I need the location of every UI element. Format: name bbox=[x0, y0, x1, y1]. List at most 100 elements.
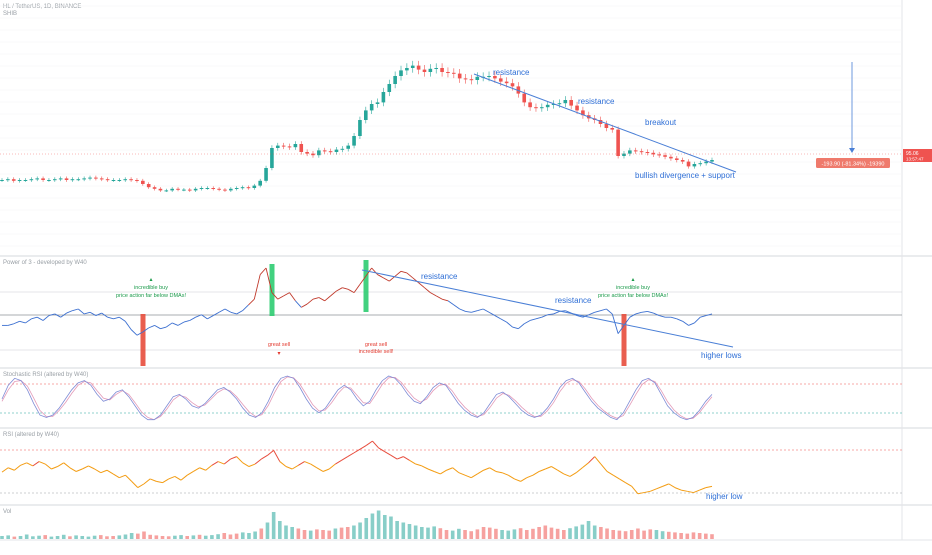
rsi-line-segment bbox=[248, 463, 256, 467]
volume-bar bbox=[710, 534, 714, 539]
volume-bar bbox=[395, 521, 399, 539]
candle bbox=[199, 188, 204, 189]
candle bbox=[440, 68, 444, 72]
pos-line-segment bbox=[494, 315, 501, 320]
volume-bar bbox=[315, 529, 319, 539]
candle bbox=[275, 145, 280, 148]
pos-line-segment bbox=[383, 277, 390, 282]
rsi-line-segment bbox=[261, 454, 268, 460]
candle bbox=[405, 68, 409, 71]
pos-line-segment bbox=[465, 311, 472, 313]
pos-line-segment bbox=[459, 308, 466, 312]
pos-line-segment bbox=[25, 318, 32, 324]
stoch-k-line bbox=[1, 375, 713, 421]
volume-bar bbox=[55, 536, 60, 539]
anno-bullish: bullish divergence + support bbox=[635, 171, 736, 180]
pos-line-segment bbox=[31, 316, 38, 320]
rsi-line-segment bbox=[94, 468, 102, 474]
volume-bar bbox=[265, 522, 270, 539]
volume-bar bbox=[364, 518, 369, 539]
pos-line-segment bbox=[101, 312, 108, 318]
volume-bar bbox=[494, 528, 498, 539]
candle bbox=[152, 187, 157, 189]
volume-bar bbox=[463, 530, 467, 539]
stoch-levels bbox=[0, 383, 902, 414]
rsi-line-segment bbox=[291, 464, 299, 470]
candle bbox=[229, 188, 233, 191]
candle bbox=[334, 149, 339, 152]
candle bbox=[146, 184, 151, 188]
volume-bar bbox=[117, 535, 122, 539]
candle bbox=[223, 189, 227, 191]
rsi-line-segment bbox=[600, 463, 608, 472]
rsi-line-segment bbox=[112, 473, 120, 479]
candle bbox=[710, 160, 714, 162]
candle bbox=[41, 178, 45, 180]
candle bbox=[581, 110, 585, 116]
volume-bar bbox=[524, 530, 529, 539]
pos-line-segment bbox=[342, 287, 349, 290]
volume-bar bbox=[537, 527, 541, 539]
symbol-subtitle: SHIB bbox=[3, 11, 17, 17]
rsi-line-segment bbox=[631, 486, 639, 495]
candle bbox=[252, 185, 257, 188]
rsi-line-segment bbox=[335, 459, 342, 465]
candle bbox=[428, 68, 433, 72]
pos-line-segment bbox=[447, 300, 455, 306]
volume-bar bbox=[512, 529, 517, 539]
pos-line-segment bbox=[136, 331, 144, 336]
pos-line-segment bbox=[659, 315, 666, 318]
rsi-line-segment bbox=[526, 474, 534, 479]
pos-line-segment bbox=[166, 322, 173, 328]
volume-bar bbox=[611, 530, 616, 539]
pos-trendline bbox=[361, 269, 734, 348]
rsi-line-segment bbox=[446, 467, 453, 471]
candle bbox=[53, 179, 57, 181]
candle bbox=[193, 188, 198, 191]
candle bbox=[0, 180, 4, 181]
volume-bar bbox=[704, 533, 708, 539]
rsi-line-segment bbox=[508, 474, 515, 480]
rsi-line-segment bbox=[588, 456, 596, 464]
volume-bar bbox=[389, 516, 393, 539]
candle bbox=[352, 136, 356, 146]
volume-bar bbox=[216, 534, 220, 539]
candle bbox=[158, 188, 163, 191]
candle bbox=[363, 110, 368, 120]
pos-line-segment bbox=[48, 313, 55, 316]
volume-bar bbox=[370, 513, 375, 539]
rsi-line-segment bbox=[372, 440, 379, 449]
measure-arrow-icon bbox=[849, 148, 855, 153]
volume-bar bbox=[685, 533, 690, 539]
rsi-line-segment bbox=[538, 468, 546, 472]
rsi-line-segment bbox=[26, 462, 34, 467]
rsi-line-segment bbox=[594, 456, 602, 465]
rsi-line-segment bbox=[699, 487, 707, 491]
candle bbox=[317, 150, 321, 156]
candle bbox=[211, 188, 216, 189]
rsi-line-segment bbox=[520, 477, 528, 482]
pos-line-segment bbox=[183, 320, 190, 323]
pos-line-segment bbox=[330, 290, 337, 297]
candle bbox=[545, 104, 550, 108]
volume-bar bbox=[438, 528, 443, 539]
candle bbox=[182, 189, 186, 191]
volume-bar bbox=[333, 528, 338, 539]
pos-line-segment bbox=[477, 308, 484, 312]
pos-line-segment bbox=[441, 298, 449, 302]
candle bbox=[528, 102, 532, 108]
rsi-line-segment bbox=[477, 469, 484, 475]
rsi-line-segment bbox=[470, 473, 478, 479]
volume-bar bbox=[228, 534, 233, 539]
volume-bar bbox=[506, 530, 511, 539]
pos-line-segment bbox=[406, 272, 414, 279]
pos-line-segment bbox=[647, 311, 654, 314]
candle bbox=[346, 145, 351, 149]
rsi-line-segment bbox=[681, 489, 688, 492]
pos-line-segment bbox=[195, 314, 202, 318]
measure-badge bbox=[816, 158, 890, 168]
volume-bar bbox=[469, 531, 474, 539]
rsi-line-segment bbox=[409, 459, 416, 465]
